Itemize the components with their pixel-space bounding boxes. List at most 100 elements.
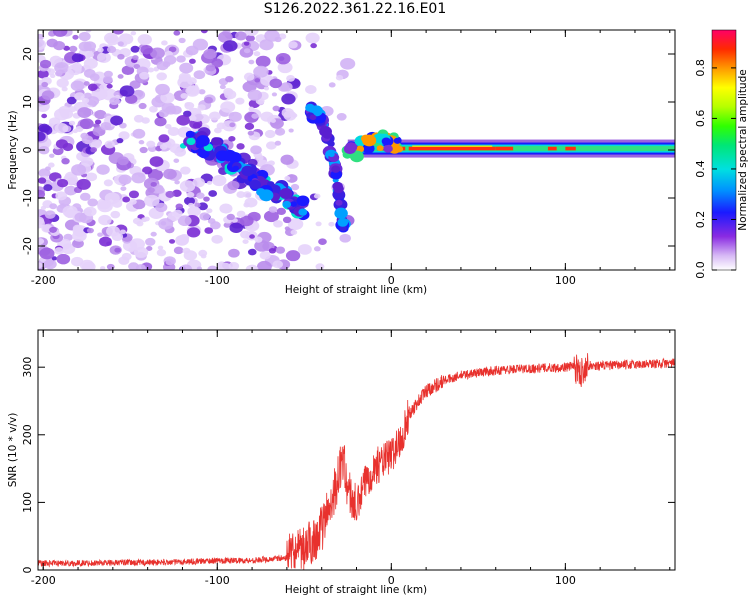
noise-blob [52,30,68,37]
noise-blob [197,104,206,111]
noise-blob [247,130,254,136]
noise-blob [72,34,79,40]
falling-track-blob [305,103,315,112]
noise-blob [277,61,293,74]
y-tick-label: 200 [21,424,34,445]
noise-blob [43,259,57,270]
noise-blob [247,89,263,101]
noise-blob [78,41,92,52]
noise-blob [125,94,138,104]
noise-blob [100,121,112,131]
noise-blob [90,147,98,153]
noise-blob [288,128,294,133]
noise-blob [205,64,216,72]
noise-blob [38,238,45,245]
noise-blob [60,109,74,119]
noise-blob [130,45,140,53]
noise-blob [142,166,153,175]
x-tick-label: -200 [31,574,56,587]
noise-blob [38,33,45,41]
noise-blob [290,183,300,191]
noise-blob [315,221,322,227]
colorbar-tick-label: 0.4 [694,160,707,178]
noise-blob [46,38,58,48]
noise-blob [263,86,270,91]
noise-blob [264,30,280,42]
y-tick-label: -20 [21,237,34,255]
noise-blob [200,30,208,34]
noise-blob [170,105,182,115]
chart-title: S126.2022.361.22.16.E01 [263,1,447,17]
colorbar-ticks: 0.0 0.2 0.4 0.6 0.8 [694,59,736,279]
noise-blob [118,174,132,185]
noise-blob [173,158,180,163]
noise-blob [287,218,304,231]
noise-blob [38,69,49,79]
noise-blob [297,244,312,255]
colorbar-tick-label: 0.2 [694,211,707,229]
noise-blob [256,260,272,270]
rising-track-blob [256,188,266,197]
noise-blob [54,62,69,74]
noise-blob [41,113,48,119]
noise-blob [290,229,298,235]
noise-blob [222,40,238,52]
noise-blob [85,30,92,33]
noise-blob [94,109,107,120]
noise-blob [281,93,296,105]
noise-blob [137,34,152,46]
noise-blob [275,53,291,65]
y-tick-label: 0 [21,567,34,574]
rising-track-blob [279,187,293,199]
noise-blob [313,193,321,199]
noise-blob [186,191,195,198]
noise-blob [78,31,91,42]
main-line-inner [357,146,675,152]
noise-blob [132,55,139,61]
noise-blob [220,101,236,113]
y-tick-label: 300 [21,357,34,378]
noise-blob [175,203,184,210]
rising-track-blob [185,130,195,138]
main-line-core [565,146,576,151]
noise-blob [98,214,112,226]
noise-blob [87,83,98,92]
noise-blob [204,96,213,104]
noise-blob [176,55,186,63]
colorbar: 0.0 0.2 0.4 0.6 0.8 Normalized spectral ampl… [694,29,749,279]
noise-blob [155,186,165,194]
noise-blob [224,89,237,100]
noise-blob [203,48,217,60]
noise-blob [285,250,301,262]
noise-blob [207,265,218,270]
noise-blob [272,105,280,112]
noise-blob [79,192,91,201]
noise-blob [68,106,77,113]
noise-blob [51,256,58,261]
noise-blob [122,196,131,203]
noise-blob [117,53,125,60]
noise-blob [61,86,68,92]
noise-blob [211,234,223,244]
y-tick-label: 100 [21,492,34,513]
noise-blob [275,246,286,254]
noise-blob [305,85,317,94]
noise-blob [99,236,112,247]
noise-blob [75,125,84,132]
noise-blob [116,138,124,144]
noise-blob [56,78,69,88]
noise-blob [97,232,103,237]
noise-blob [165,258,175,266]
noise-blob [49,203,58,210]
noise-blob [226,213,235,221]
noise-blob [269,78,283,89]
main-line-core [547,146,557,151]
noise-blob [209,111,221,121]
noise-blob [225,76,234,83]
noise-blob [155,83,170,96]
noise-blob [228,111,242,122]
noise-blob [206,180,213,185]
noise-blob [144,194,160,207]
